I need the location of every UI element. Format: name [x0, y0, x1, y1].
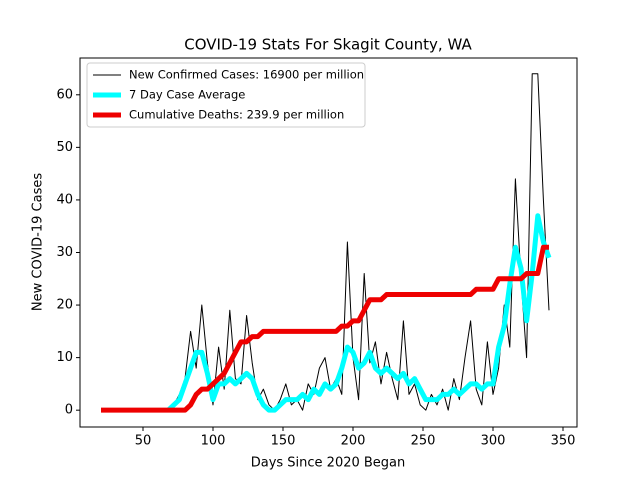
x-tick-label: 250 [411, 434, 436, 449]
chart-title: COVID-19 Stats For Skagit County, WA [184, 36, 472, 54]
x-axis-label: Days Since 2020 Began [251, 456, 406, 471]
y-tick-label: 50 [56, 140, 73, 155]
legend-label: 7 Day Case Average [129, 88, 245, 102]
x-tick-label: 50 [135, 434, 152, 449]
series [101, 244, 549, 413]
legend-label: New Confirmed Cases: 16900 per million [129, 68, 364, 82]
y-tick-label: 60 [56, 87, 73, 102]
y-tick-label: 10 [56, 350, 73, 365]
y-tick-label: 30 [56, 245, 73, 260]
legend-label: Cumulative Deaths: 239.9 per million [129, 108, 344, 122]
data-line [101, 244, 549, 413]
y-axis-label: New COVID-19 Cases [31, 173, 46, 311]
x-tick-label: 300 [481, 434, 506, 449]
y-tick-label: 20 [56, 298, 73, 313]
x-tick-label: 100 [201, 434, 226, 449]
x-tick-label: 350 [551, 434, 576, 449]
y-tick-label: 40 [56, 192, 73, 207]
y-tick-label: 0 [65, 403, 73, 418]
series [166, 213, 552, 413]
plot-frame [79, 57, 578, 428]
x-tick-label: 200 [341, 434, 366, 449]
legend-box [86, 62, 366, 128]
x-tick-label: 150 [271, 434, 296, 449]
data-line [166, 213, 552, 413]
